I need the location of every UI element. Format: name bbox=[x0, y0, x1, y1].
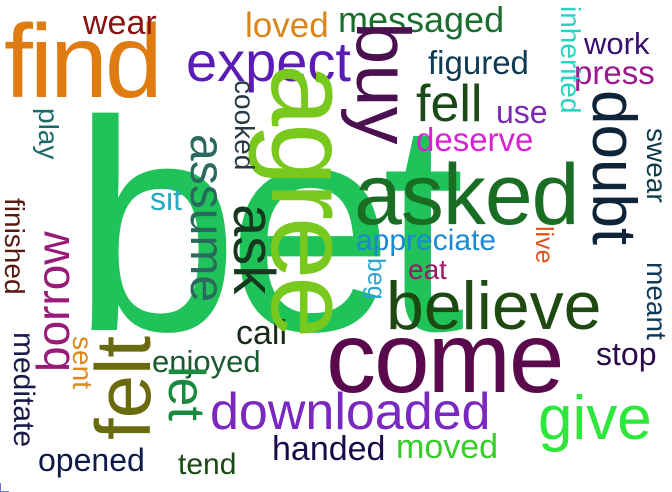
word-work: work bbox=[584, 26, 650, 61]
word-press: press bbox=[574, 54, 655, 91]
word-eat: eat bbox=[408, 254, 447, 285]
word-inherited: inherited bbox=[555, 6, 586, 114]
word-borrow: borrow bbox=[27, 231, 79, 372]
word-moved: moved bbox=[396, 428, 499, 466]
word-believe: believe bbox=[386, 268, 602, 344]
word-doubt: doubt bbox=[579, 90, 648, 246]
word-expect: expect bbox=[186, 30, 351, 93]
word-messaged: messaged bbox=[338, 0, 505, 40]
word-felt: felt bbox=[79, 335, 167, 440]
word-loved: loved bbox=[245, 6, 329, 45]
word-downloaded: downloaded bbox=[210, 383, 491, 441]
word-sit: sit bbox=[150, 181, 182, 217]
word-ask: ask bbox=[221, 204, 286, 295]
word-meant: meant bbox=[641, 262, 672, 340]
corner-marker bbox=[0, 483, 9, 492]
word-wear: wear bbox=[83, 4, 157, 42]
word-enjoyed: enjoyed bbox=[152, 344, 261, 379]
word-stop: stop bbox=[596, 336, 657, 372]
word-swear: swear bbox=[641, 128, 672, 203]
word-finished: finished bbox=[0, 198, 30, 295]
word-give: give bbox=[538, 384, 652, 453]
word-deserve: deserve bbox=[416, 121, 534, 158]
word-handed: handed bbox=[272, 430, 386, 468]
word-come: come bbox=[326, 302, 565, 414]
word-find: find bbox=[4, 4, 163, 120]
word-appreciate: appreciate bbox=[356, 224, 497, 257]
word-beg: beg bbox=[362, 258, 390, 300]
word-fell: fell bbox=[416, 75, 483, 133]
word-live: live bbox=[530, 226, 558, 264]
word-opened: opened bbox=[38, 442, 145, 478]
word-cooked: cooked bbox=[229, 80, 260, 171]
word-bet: bet bbox=[72, 58, 465, 394]
word-tend: tend bbox=[178, 448, 237, 481]
word-use: use bbox=[496, 94, 548, 130]
word-let: let bbox=[157, 366, 215, 421]
word-figured: figured bbox=[428, 44, 529, 81]
word-play: play bbox=[33, 108, 64, 160]
word-call: call bbox=[236, 314, 288, 352]
word-asked: asked bbox=[354, 147, 579, 243]
word-buy: buy bbox=[340, 22, 425, 145]
